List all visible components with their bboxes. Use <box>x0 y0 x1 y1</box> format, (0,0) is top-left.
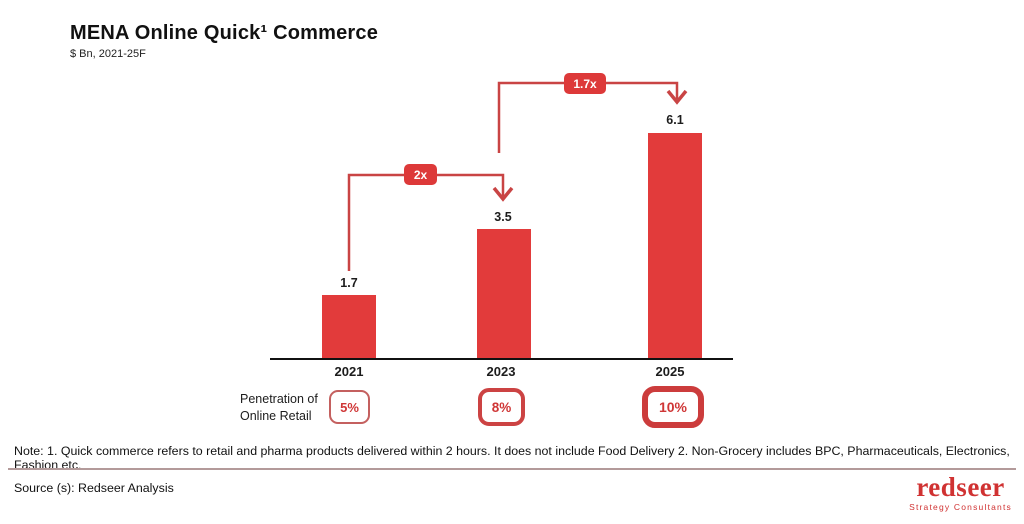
bar-value-2021: 1.7 <box>340 276 358 290</box>
penetration-label-line1: Penetration of <box>240 392 318 406</box>
x-tick-2023: 2023 <box>486 364 516 379</box>
bar-2021 <box>322 295 376 358</box>
penetration-badge-2025: 10% <box>642 386 704 428</box>
x-tick-2021: 2021 <box>334 364 364 379</box>
bar-2023 <box>477 229 531 358</box>
x-axis-line <box>270 358 733 360</box>
penetration-label: Penetration of Online Retail <box>240 391 318 425</box>
arrow-head-1-7x-icon <box>666 89 688 105</box>
redseer-logo: redseer Strategy Consultants <box>909 472 1012 513</box>
arrow-head-2x-icon <box>492 186 514 202</box>
redseer-logo-wordmark: redseer <box>916 472 1005 502</box>
redseer-logo-tagline: Strategy Consultants <box>909 502 1012 512</box>
penetration-badge-2023: 8% <box>478 388 525 426</box>
chart-subtitle: $ Bn, 2021-25F <box>70 48 146 60</box>
penetration-badge-2021: 5% <box>329 390 370 424</box>
x-tick-2025: 2025 <box>655 364 685 379</box>
bar-value-2025: 6.1 <box>666 113 684 127</box>
source-text: Source (s): Redseer Analysis <box>14 481 174 495</box>
bar-value-2023: 3.5 <box>494 210 512 224</box>
footer-divider <box>8 468 1016 470</box>
growth-badge-1-7x: 1.7x <box>564 73 606 94</box>
growth-badge-2x: 2x <box>404 164 437 185</box>
page-title: MENA Online Quick¹ Commerce <box>70 22 379 44</box>
penetration-label-line2: Online Retail <box>240 409 312 423</box>
bar-2025 <box>648 133 702 358</box>
